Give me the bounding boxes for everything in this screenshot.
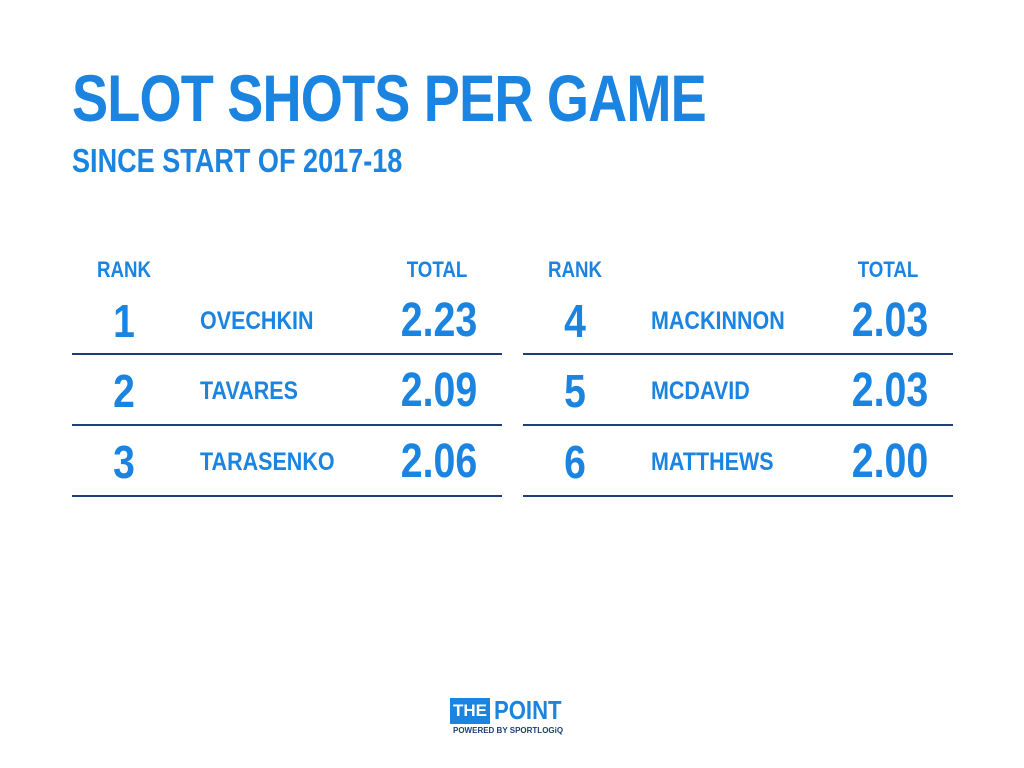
rank-column-header: RANK: [96, 257, 152, 282]
table-row: 6 MATTHEWS 2.00: [523, 426, 953, 497]
table-header: RANK TOTAL: [523, 255, 953, 285]
rank-value: 1: [113, 295, 135, 347]
total-column-header: TOTAL: [406, 257, 468, 282]
player-name: MACKINNON: [651, 307, 785, 335]
total-value: 2.03: [851, 294, 929, 347]
rank-value: 2: [113, 365, 135, 417]
rank-value: 4: [564, 295, 586, 347]
player-name: TARASENKO: [200, 448, 335, 476]
rank-table-left: RANK TOTAL 1 OVECHKIN 2.23 2 TAVARES 2.0…: [72, 255, 502, 497]
table-header: RANK TOTAL: [72, 255, 502, 285]
rank-value: 3: [113, 436, 135, 488]
total-value: 2.00: [851, 435, 929, 488]
logo-the-badge: THE: [450, 698, 490, 724]
table-row: 1 OVECHKIN 2.23: [72, 285, 502, 355]
total-value: 2.09: [400, 364, 478, 417]
player-name: TAVARES: [200, 377, 298, 405]
total-value: 2.03: [851, 364, 929, 417]
powered-by-text: POWERED BY SPORTLOGiQ: [453, 726, 564, 735]
logo-wordmark: THE POINT: [450, 696, 574, 726]
rank-value: 5: [564, 365, 586, 417]
total-value: 2.23: [400, 294, 478, 347]
player-name: OVECHKIN: [200, 307, 314, 335]
rank-column-header: RANK: [547, 257, 603, 282]
table-row: 4 MACKINNON 2.03: [523, 285, 953, 355]
page-subtitle: SINCE START OF 2017-18: [72, 142, 403, 179]
logo-point-text: POINT: [494, 695, 562, 725]
table-row: 5 MCDAVID 2.03: [523, 355, 953, 426]
total-value: 2.06: [400, 435, 478, 488]
table-row: 2 TAVARES 2.09: [72, 355, 502, 426]
player-name: MATTHEWS: [651, 448, 774, 476]
the-point-logo: THE POINT POWERED BY SPORTLOGiQ: [450, 696, 580, 742]
rank-value: 6: [564, 436, 586, 488]
table-row: 3 TARASENKO 2.06: [72, 426, 502, 497]
player-name: MCDAVID: [651, 377, 750, 405]
total-column-header: TOTAL: [857, 257, 919, 282]
rank-table-right: RANK TOTAL 4 MACKINNON 2.03 5 MCDAVID 2.…: [523, 255, 953, 497]
page-title: SLOT SHOTS PER GAME: [72, 61, 707, 135]
